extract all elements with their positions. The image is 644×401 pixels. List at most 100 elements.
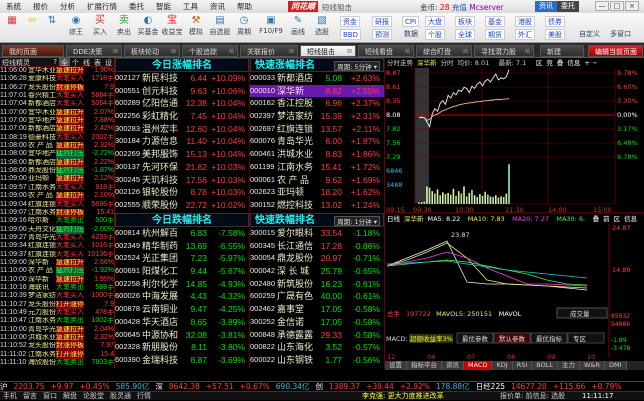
menu-3[interactable]: 扩展行情 (87, 2, 117, 11)
data-label[interactable]: 数据 (404, 30, 418, 38)
toolbar-grid-12[interactable]: 外汇 (515, 29, 535, 40)
sprite-row[interactable]: 11:08:19 德豪科技 大笔买入 2002手 (0, 134, 114, 142)
bottom-link-2[interactable]: 窗口 (43, 392, 57, 400)
sprite-filter-3[interactable]: 线 (83, 59, 90, 67)
intraday-header-5[interactable]: 区 (536, 59, 543, 67)
daily-header-8[interactable]: 区 (614, 215, 621, 223)
recharge-link[interactable]: 充值 (451, 3, 467, 12)
toolbar-button-1[interactable]: ⇦ (22, 15, 42, 27)
multi-window-button[interactable]: 多窗口 (610, 30, 631, 38)
table-row[interactable]: 600814 杭州解百 6.83 -7.58% (115, 227, 249, 240)
tab-close-icon[interactable]: ⊠ (170, 48, 176, 55)
sprite-row[interactable]: 11:09:00 天舟文化 猛烈打压 -2.00% (0, 225, 114, 234)
tab-close-icon[interactable]: ⊠ (288, 48, 294, 55)
sprite-row[interactable]: 11:10:00 深华新 急速拉升 1.95% (0, 275, 114, 284)
stock-charts[interactable]: 分时走势 深华新 分时 均价: 8.01 最新: 7.1 区竞叠信息 + −8.87 9.78%… (385, 58, 644, 361)
tab-6[interactable]: 短线看盘 ⊠ (358, 45, 414, 57)
toolbar-grid-4[interactable]: 基金 (485, 16, 505, 27)
sprite-row[interactable]: 11:07:00 新都酒店 急速拉升 2.42% (0, 125, 114, 134)
intraday-header-9[interactable]: + (584, 59, 589, 67)
news-button[interactable]: 资讯 (535, 1, 557, 12)
tab-8[interactable]: 寻找潜力股 ⊠ (474, 45, 534, 57)
minimize-button[interactable]: — (595, 1, 609, 11)
toolbar-grid-1[interactable]: 研报 (372, 16, 392, 27)
intraday-header-10[interactable]: − (592, 59, 597, 67)
sprite-row[interactable]: 11:07:04 新都酒店 大笔买入 5064手 (0, 100, 114, 108)
table-row[interactable]: 002524 光正集团 7.23 -5.97% (115, 252, 249, 265)
table-row[interactable]: 000042 深 长 城 25.79 -0.65% (250, 265, 384, 278)
menu-4[interactable]: 委托 (129, 2, 144, 11)
sprite-row[interactable]: 11:08:00 新都酒店 急速拉升 2.22% (0, 158, 114, 168)
toolbar-grid-3[interactable]: 板块 (455, 16, 475, 27)
toolbar-button-10[interactable]: ◷ 周期 (232, 15, 256, 37)
toolbar-grid-5[interactable]: 港股 (515, 16, 535, 27)
sprite-row[interactable]: 11:08:00 农 产 品急速拉升 2.32% (0, 142, 114, 151)
table-row[interactable]: 000848 承德露露 29.33 -0.58% (250, 329, 384, 342)
tab-close-icon[interactable]: ⊠ (112, 48, 118, 55)
sprite-row[interactable]: 11:09:00 亚玛顿 急速拉升 2.12% (0, 175, 114, 184)
toolbar-grid-9[interactable]: 个股 (425, 29, 445, 40)
table-row[interactable]: 300184 力源信息 11.40 +10.04% (115, 135, 249, 148)
toolbar-button-3[interactable]: ◉ 综王 (64, 15, 88, 37)
toolbar-grid-10[interactable]: 全球 (455, 29, 475, 40)
index-name[interactable]: 日经225 (475, 382, 506, 391)
toolbar-button-5[interactable]: 卖卖出 (112, 15, 136, 37)
sprite-row[interactable]: 11:09:34 红旗连锁 大笔买入 1016手 (0, 242, 114, 250)
table-row[interactable]: 002555 顺荣股份 22.72 +10.02% (115, 199, 249, 212)
tab-close-icon[interactable]: ⊠ (228, 48, 234, 55)
intraday-header-7[interactable]: 叠 (557, 59, 564, 67)
daily-header-9[interactable]: 信息 (624, 214, 638, 223)
toolbar-button-7[interactable]: 宝收益宝 (160, 15, 184, 37)
sprite-row[interactable]: 11:11:02 江南水务 打开涨停 15.4 (0, 350, 114, 360)
bottom-link-1[interactable]: 留言 (23, 392, 37, 400)
indicator-tab-5[interactable]: RSI (512, 361, 533, 370)
toolbar-button-11[interactable]: ▣ F10/F9 (256, 15, 286, 35)
volume-select[interactable] (556, 307, 608, 319)
indicator-tab-8[interactable]: W&R (579, 361, 605, 370)
tab-4[interactable]: 关联报价 ⊠ (240, 45, 298, 57)
toolbar-button-8[interactable]: ⚒ 模拟 (184, 15, 208, 37)
toolbar-grid-6[interactable]: 债券 (545, 16, 565, 27)
sprite-row[interactable]: 11:07:00 宜华木业 急速拉升 2.07% (0, 108, 114, 118)
indicator-tab-0[interactable]: 设置 (385, 361, 407, 370)
index-name[interactable]: 创 (315, 382, 324, 391)
tab-close-icon[interactable]: ⊠ (524, 48, 530, 55)
sprite-row[interactable]: 11:08:00 鼎龙股份 猛烈打压 -1.87% (0, 167, 114, 176)
sprite-row[interactable]: 11:10:52 龙头股份 封涨停板 7.97 (0, 342, 114, 351)
tab-10[interactable]: 编辑当前页面 (588, 45, 643, 57)
indicator-tab-6[interactable]: BOLL (532, 361, 558, 370)
sprite-row[interactable]: 11:10:27 龙头股份 打开涨停 7.9 (0, 300, 114, 309)
table-row[interactable]: 002623 亚玛顿 18.20 +1.62% (250, 186, 384, 199)
news-ticker[interactable]: 李克强: 更大力度推进改革 (362, 392, 444, 400)
table-row[interactable]: 600390 金瑞科技 8.87 -3.69% (115, 354, 249, 367)
period-select[interactable]: 周期: 5分钟 ▾ (334, 61, 380, 71)
menu-8[interactable]: 帮助 (237, 2, 252, 11)
table-row[interactable]: 600162 香江控股 6.96 +2.37% (250, 97, 384, 110)
table-row[interactable]: 002462 嘉事堂 17.05 -0.58% (250, 303, 384, 316)
sprite-filter-1[interactable]: 全 (59, 58, 70, 67)
sprite-filter-5[interactable]: 设 (105, 59, 112, 67)
sprite-row[interactable]: 11:10:00 洪城水业 急速拉升 2.32% (0, 334, 114, 343)
toolbar-grid-8[interactable]: 预测 (372, 29, 392, 40)
daily-header-7[interactable]: 前 (603, 214, 610, 223)
sprite-row[interactable]: 11:09:57 江南水务 大笔买入 918手 (0, 184, 114, 192)
sprite-row[interactable]: 11:11:10 海欣股份 大笔卖出 7803手 (0, 359, 114, 367)
tab-close-icon[interactable]: ⊠ (404, 48, 410, 55)
macd-tab-1[interactable] (493, 332, 531, 344)
table-row[interactable]: 000033 新都酒店 5.08 +2.63% (250, 72, 384, 85)
sprite-row[interactable]: 11:06:00 宜华木业 急速拉升 1.90% (0, 67, 114, 76)
table-row[interactable]: 002269 美邦服饰 15.13 +10.04% (115, 148, 249, 161)
indicator-tab-3[interactable]: MACD (464, 361, 493, 370)
toolbar-grid-0[interactable]: 资金 (340, 16, 360, 27)
table-row[interactable]: 300152 燃控科技 13.02 +1.24% (250, 199, 384, 212)
macd-tab-2[interactable] (530, 332, 568, 344)
menu-6[interactable]: 工具 (183, 2, 198, 11)
sprite-row[interactable]: 11:10:49 元力股份 大笔买入 478手 (0, 309, 114, 317)
intraday-header-6[interactable]: 竞 (546, 58, 553, 67)
table-row[interactable]: 300252 金信诺 17.05 -0.58% (250, 316, 384, 329)
sprite-row[interactable]: 11:06:27 龙头股份 封涨停板 7.9 (0, 83, 114, 93)
macd-tab-label[interactable]: 最优指标 (536, 334, 563, 343)
toolbar-button-9[interactable]: ▤ 自选股 (208, 15, 232, 37)
sprite-row[interactable]: 11:06:28 爱康科技 大笔买入 1718手 (0, 75, 114, 83)
toolbar-button-2[interactable]: ⇅ (42, 15, 62, 27)
